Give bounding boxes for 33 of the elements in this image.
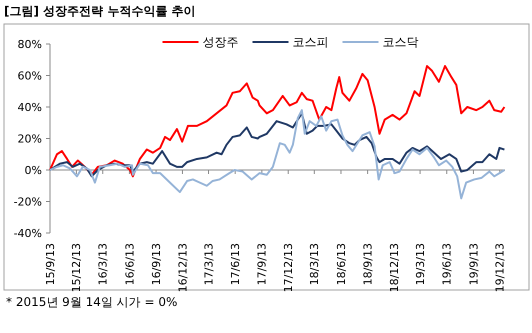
line-series (49, 109, 506, 200)
line-series (49, 65, 506, 178)
x-tick-label: 17/9/13 (256, 243, 269, 286)
x-tick-label: 17/12/13 (282, 243, 296, 292)
y-tick-label: -20% (14, 195, 42, 208)
x-tick-label: 18/6/13 (334, 243, 348, 286)
line-series (49, 112, 506, 178)
text: * 2015년 9월 14일 시가 = 0% (6, 295, 178, 309)
y-tick-label: 40% (18, 100, 42, 114)
chart-title: [그림] 성장주전략 누적수익률 추이 (4, 4, 196, 18)
y-tick-label: 0% (24, 164, 42, 177)
x-tick-label: 18/3/13 (308, 243, 322, 286)
legend-label: 성장주 (202, 35, 238, 50)
x-tick-label: 18/12/13 (388, 243, 401, 292)
x-tick-label: 16/12/13 (176, 243, 190, 292)
y-tick-label: 80% (18, 38, 42, 51)
x-tick-label: 16/3/13 (96, 243, 110, 286)
x-tick-label: 15/12/13 (70, 243, 84, 292)
x-tick-label: 16/6/13 (123, 243, 136, 286)
legend-label: 코스피 (292, 35, 328, 50)
x-tick-label: 17/3/13 (202, 243, 216, 286)
x-tick-label: 15/9/13 (44, 243, 57, 286)
y-tick-label: 60% (18, 69, 42, 82)
x-tick-label: 19/9/13 (467, 243, 480, 286)
y-tick-label: 20% (18, 132, 42, 146)
x-tick-label: 16/9/13 (150, 243, 163, 286)
x-tick-label: 19/3/13 (414, 243, 427, 286)
x-tick-label: 19/6/13 (440, 243, 454, 286)
x-tick-label: 17/6/13 (229, 243, 242, 286)
x-tick-label: 18/9/13 (361, 243, 374, 286)
x-tick-label: 19/12/13 (494, 243, 507, 292)
y-tick-label: -40% (14, 226, 42, 240)
legend-label: 코스닥 (382, 35, 418, 50)
